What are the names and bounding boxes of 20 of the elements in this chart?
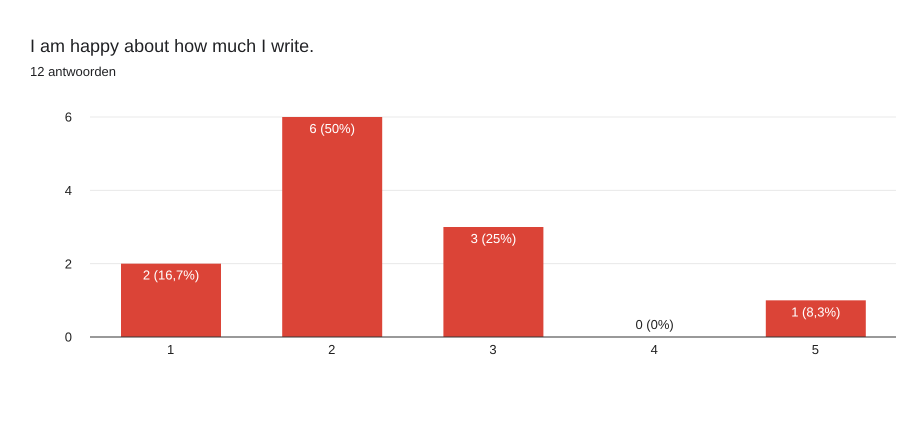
y-tick-label: 6 bbox=[64, 110, 72, 125]
data-label: 0 (0%) bbox=[635, 317, 674, 332]
data-label: 1 (8,3%) bbox=[791, 304, 840, 320]
x-tick-label: 2 bbox=[328, 342, 336, 358]
chart-title: I am happy about how much I write. bbox=[30, 36, 314, 57]
x-tick-label: 5 bbox=[812, 342, 820, 358]
y-tick-label: 2 bbox=[64, 256, 72, 272]
y-tick-label: 4 bbox=[64, 182, 72, 198]
y-tick-label: 0 bbox=[64, 330, 72, 345]
bar bbox=[282, 117, 382, 337]
data-label: 6 (50%) bbox=[309, 121, 355, 136]
bar bbox=[766, 300, 866, 337]
chart-subtitle: 12 antwoorden bbox=[30, 64, 116, 79]
bar bbox=[443, 227, 544, 337]
data-label: 2 (16,7%) bbox=[142, 268, 200, 283]
bar bbox=[121, 264, 221, 337]
x-tick-label: 3 bbox=[489, 342, 497, 358]
data-label: 3 (25%) bbox=[470, 231, 516, 246]
x-tick-label: 1 bbox=[166, 342, 174, 358]
x-tick-label: 4 bbox=[650, 342, 658, 358]
